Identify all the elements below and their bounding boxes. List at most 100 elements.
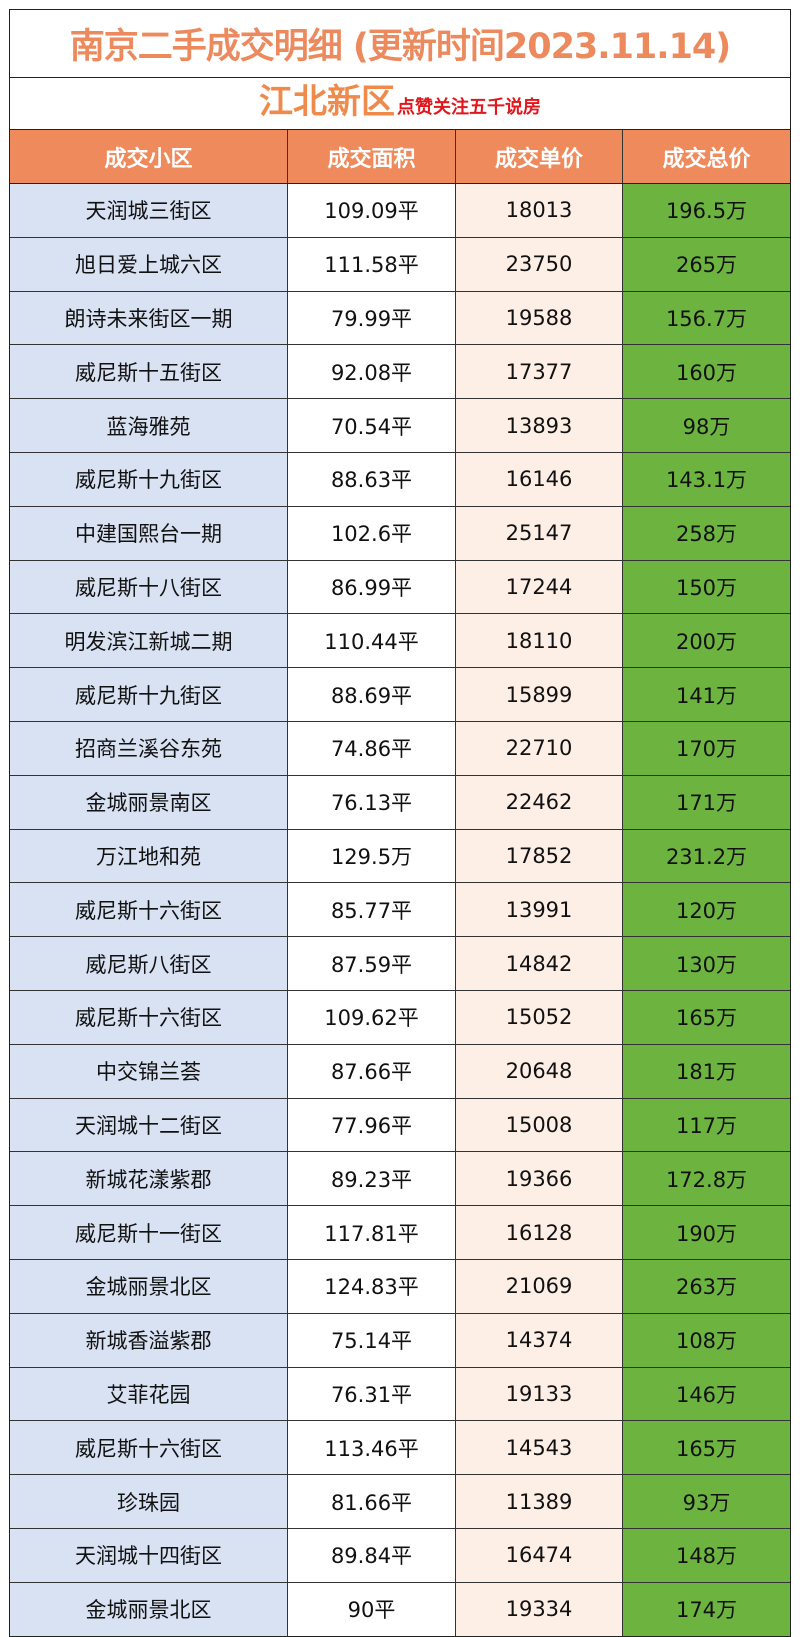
area-cell: 81.66平 — [288, 1475, 456, 1528]
table-row: 金城丽景北区 124.83平 21069 263万 — [10, 1259, 790, 1314]
unit-price-cell: 14543 — [456, 1421, 623, 1475]
area-cell: 90平 — [288, 1582, 456, 1636]
community-cell: 威尼斯十六街区 — [10, 1421, 288, 1475]
total-price-cell: 141万 — [623, 668, 790, 721]
table-row: 新城花漾紫郡 89.23平 19366 172.8万 — [10, 1152, 790, 1207]
area-cell: 117.81平 — [288, 1206, 456, 1259]
total-price-cell: 148万 — [623, 1528, 790, 1582]
page-title: 南京二手成交明细 (更新时间2023.11.14) — [10, 10, 790, 78]
community-cell: 万江地和苑 — [10, 829, 288, 883]
community-cell: 中建国熙台一期 — [10, 506, 288, 560]
total-price-cell: 258万 — [623, 506, 790, 560]
area-cell: 87.66平 — [288, 1044, 456, 1098]
table-row: 新城香溢紫郡 75.14平 14374 108万 — [10, 1313, 790, 1368]
area-cell: 74.86平 — [288, 721, 456, 775]
table-row: 招商兰溪谷东苑 74.86平 22710 170万 — [10, 721, 790, 776]
total-price-cell: 170万 — [623, 721, 790, 775]
table-row: 威尼斯十六街区 113.46平 14543 165万 — [10, 1421, 790, 1476]
area-cell: 76.13平 — [288, 775, 456, 829]
table-row: 威尼斯十六街区 85.77平 13991 120万 — [10, 883, 790, 938]
table-row: 威尼斯十九街区 88.69平 15899 141万 — [10, 668, 790, 722]
total-price-cell: 150万 — [623, 560, 790, 614]
total-price-cell: 231.2万 — [623, 829, 790, 883]
area-cell: 110.44平 — [288, 614, 456, 668]
community-cell: 天润城十二街区 — [10, 1098, 288, 1152]
community-cell: 天润城十四街区 — [10, 1528, 288, 1582]
area-cell: 87.59平 — [288, 937, 456, 990]
unit-price-cell: 20648 — [456, 1044, 623, 1098]
community-cell: 天润城三街区 — [10, 184, 288, 237]
table-row: 威尼斯十一街区 117.81平 16128 190万 — [10, 1206, 790, 1260]
table-row: 威尼斯十六街区 109.62平 15052 165万 — [10, 990, 790, 1045]
unit-price-cell: 19588 — [456, 291, 623, 345]
area-cell: 113.46平 — [288, 1421, 456, 1475]
unit-price-cell: 18110 — [456, 614, 623, 668]
unit-price-cell: 16146 — [456, 452, 623, 506]
community-cell: 招商兰溪谷东苑 — [10, 721, 288, 775]
community-cell: 蓝海雅苑 — [10, 399, 288, 452]
community-cell: 威尼斯十五街区 — [10, 345, 288, 399]
total-price-cell: 171万 — [623, 775, 790, 829]
total-price-cell: 156.7万 — [623, 291, 790, 345]
area-cell: 86.99平 — [288, 560, 456, 614]
table-row: 明发滨江新城二期 110.44平 18110 200万 — [10, 614, 790, 669]
area-cell: 124.83平 — [288, 1259, 456, 1313]
community-cell: 中交锦兰荟 — [10, 1044, 288, 1098]
table-row: 万江地和苑 129.5万 17852 231.2万 — [10, 829, 790, 884]
table-row: 天润城三街区 109.09平 18013 196.5万 — [10, 184, 790, 238]
area-cell: 88.63平 — [288, 452, 456, 506]
total-price-cell: 98万 — [623, 399, 790, 452]
total-price-cell: 117万 — [623, 1098, 790, 1152]
community-cell: 威尼斯十一街区 — [10, 1206, 288, 1259]
unit-price-cell: 22710 — [456, 721, 623, 775]
area-cell: 79.99平 — [288, 291, 456, 345]
unit-price-cell: 21069 — [456, 1259, 623, 1313]
table-row: 珍珠园 81.66平 11389 93万 — [10, 1475, 790, 1529]
community-cell: 威尼斯八街区 — [10, 937, 288, 990]
unit-price-cell: 13893 — [456, 399, 623, 452]
area-cell: 89.84平 — [288, 1528, 456, 1582]
slogan: 点赞关注五千说房 — [397, 97, 541, 118]
header-area: 成交面积 — [288, 130, 456, 183]
community-cell: 金城丽景北区 — [10, 1582, 288, 1636]
area-cell: 88.69平 — [288, 668, 456, 721]
table-header: 成交小区 成交面积 成交单价 成交总价 — [10, 130, 790, 184]
area-cell: 70.54平 — [288, 399, 456, 452]
unit-price-cell: 17852 — [456, 829, 623, 883]
total-price-cell: 143.1万 — [623, 452, 790, 506]
area-cell: 109.62平 — [288, 990, 456, 1044]
table-row: 金城丽景南区 76.13平 22462 171万 — [10, 775, 790, 830]
table-row: 天润城十二街区 77.96平 15008 117万 — [10, 1098, 790, 1153]
total-price-cell: 263万 — [623, 1259, 790, 1313]
total-price-cell: 172.8万 — [623, 1152, 790, 1206]
community-cell: 旭日爱上城六区 — [10, 237, 288, 291]
community-cell: 威尼斯十九街区 — [10, 452, 288, 506]
table-row: 天润城十四街区 89.84平 16474 148万 — [10, 1528, 790, 1583]
table-row: 威尼斯八街区 87.59平 14842 130万 — [10, 937, 790, 991]
unit-price-cell: 15052 — [456, 990, 623, 1044]
area-cell: 102.6平 — [288, 506, 456, 560]
table-body: 天润城三街区 109.09平 18013 196.5万 旭日爱上城六区 111.58平 23… — [10, 184, 790, 1636]
unit-price-cell: 11389 — [456, 1475, 623, 1528]
area-cell: 129.5万 — [288, 829, 456, 883]
community-cell: 新城香溢紫郡 — [10, 1313, 288, 1367]
total-price-cell: 165万 — [623, 1421, 790, 1475]
table-row: 中交锦兰荟 87.66平 20648 181万 — [10, 1044, 790, 1099]
unit-price-cell: 18013 — [456, 184, 623, 237]
community-cell: 威尼斯十八街区 — [10, 560, 288, 614]
unit-price-cell: 16474 — [456, 1528, 623, 1582]
unit-price-cell: 19334 — [456, 1582, 623, 1636]
community-cell: 新城花漾紫郡 — [10, 1152, 288, 1206]
total-price-cell: 160万 — [623, 345, 790, 399]
table-row: 威尼斯十五街区 92.08平 17377 160万 — [10, 345, 790, 400]
area-cell: 76.31平 — [288, 1367, 456, 1421]
total-price-cell: 181万 — [623, 1044, 790, 1098]
unit-price-cell: 14842 — [456, 937, 623, 990]
header-total-price: 成交总价 — [623, 130, 790, 183]
total-price-cell: 200万 — [623, 614, 790, 668]
total-price-cell: 190万 — [623, 1206, 790, 1259]
total-price-cell: 120万 — [623, 883, 790, 937]
table-row: 旭日爱上城六区 111.58平 23750 265万 — [10, 237, 790, 292]
header-community: 成交小区 — [10, 130, 288, 183]
transaction-table: 南京二手成交明细 (更新时间2023.11.14) 江北新区 点赞关注五千说房 … — [9, 9, 791, 1637]
